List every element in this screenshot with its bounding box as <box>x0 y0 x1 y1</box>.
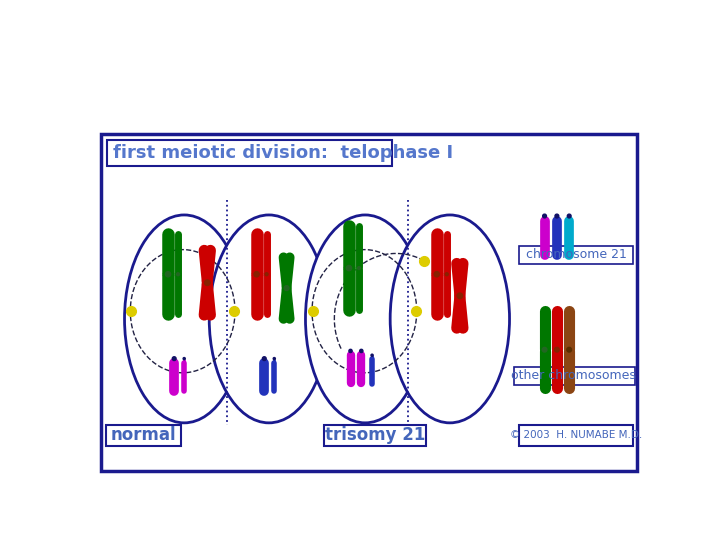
Text: normal: normal <box>111 426 176 444</box>
FancyBboxPatch shape <box>101 134 637 471</box>
Circle shape <box>176 273 179 276</box>
Ellipse shape <box>210 215 328 423</box>
Circle shape <box>172 357 176 361</box>
Ellipse shape <box>390 215 510 423</box>
Circle shape <box>567 347 572 352</box>
Circle shape <box>358 267 361 269</box>
Circle shape <box>554 347 559 352</box>
Text: trisomy 21: trisomy 21 <box>325 426 426 444</box>
Circle shape <box>371 354 373 356</box>
Circle shape <box>555 214 559 218</box>
FancyBboxPatch shape <box>514 367 634 385</box>
Circle shape <box>284 286 289 291</box>
Circle shape <box>183 357 185 360</box>
Circle shape <box>434 272 439 277</box>
Circle shape <box>349 349 352 353</box>
Circle shape <box>346 266 351 271</box>
Circle shape <box>457 293 463 299</box>
Ellipse shape <box>305 215 425 423</box>
Circle shape <box>543 214 546 218</box>
Circle shape <box>273 357 275 360</box>
FancyBboxPatch shape <box>519 425 633 446</box>
FancyBboxPatch shape <box>106 425 181 446</box>
FancyBboxPatch shape <box>324 425 426 446</box>
Circle shape <box>166 272 171 277</box>
Text: chromosome 21: chromosome 21 <box>526 248 626 261</box>
Circle shape <box>445 273 449 276</box>
Circle shape <box>567 214 571 218</box>
Circle shape <box>265 273 268 276</box>
Text: © 2003  H. NUMABE M.D.: © 2003 H. NUMABE M.D. <box>510 430 642 440</box>
Circle shape <box>262 357 266 361</box>
Circle shape <box>360 349 363 353</box>
Text: other chromosomes: other chromosomes <box>511 369 636 382</box>
Circle shape <box>254 272 259 277</box>
Ellipse shape <box>125 215 244 423</box>
FancyBboxPatch shape <box>519 246 633 264</box>
Circle shape <box>204 280 210 286</box>
Text: first meiotic division:  telophase I: first meiotic division: telophase I <box>112 144 453 163</box>
FancyBboxPatch shape <box>107 140 392 166</box>
Circle shape <box>542 347 547 352</box>
